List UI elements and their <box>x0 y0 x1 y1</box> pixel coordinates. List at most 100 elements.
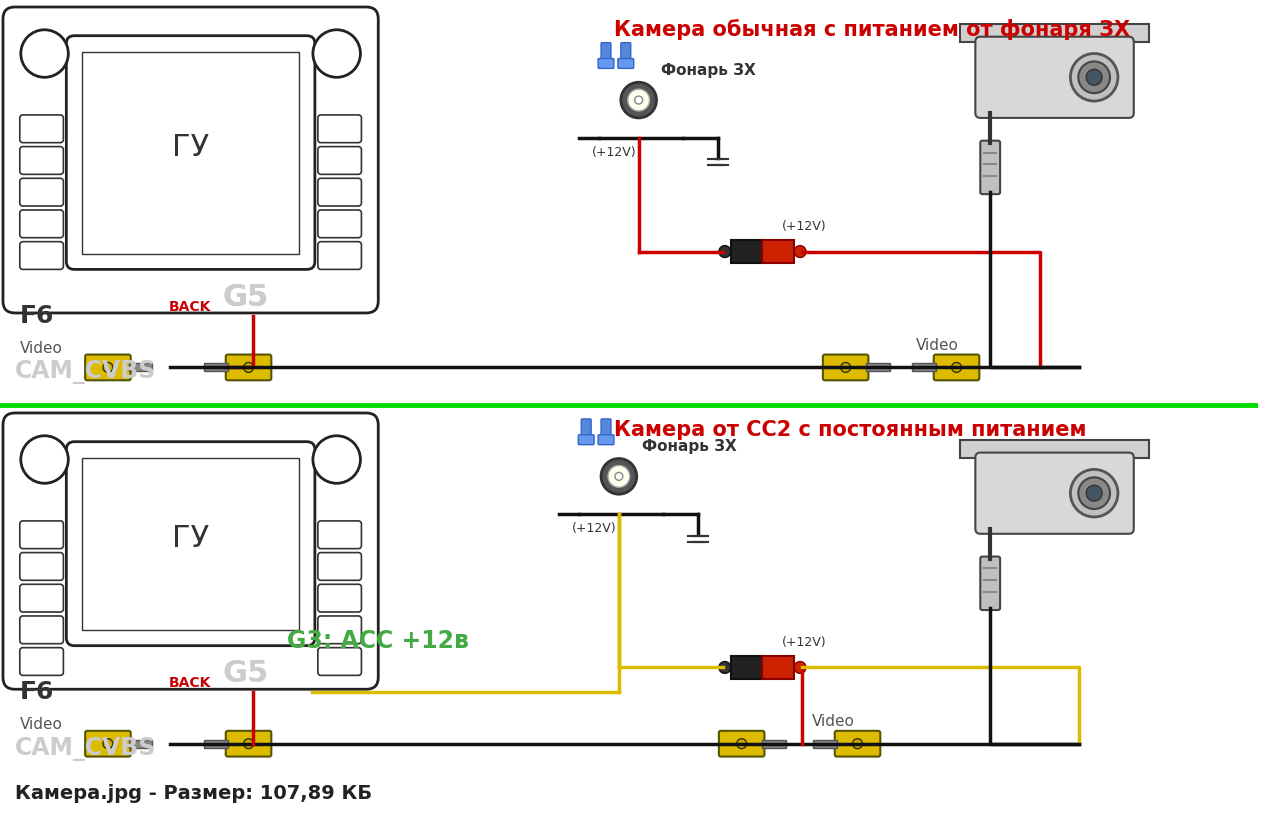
FancyBboxPatch shape <box>20 210 64 238</box>
Text: Камера обычная с питанием от фонаря ЗХ: Камера обычная с питанием от фонаря ЗХ <box>613 19 1130 40</box>
Circle shape <box>1086 485 1102 501</box>
FancyBboxPatch shape <box>83 52 298 254</box>
Circle shape <box>719 245 730 258</box>
FancyBboxPatch shape <box>318 521 362 548</box>
Text: G5: G5 <box>222 659 269 688</box>
Circle shape <box>951 363 961 373</box>
FancyBboxPatch shape <box>730 656 762 679</box>
FancyBboxPatch shape <box>318 553 362 580</box>
FancyBboxPatch shape <box>3 413 378 690</box>
FancyBboxPatch shape <box>834 731 880 757</box>
FancyBboxPatch shape <box>618 58 634 68</box>
FancyBboxPatch shape <box>719 731 765 757</box>
Circle shape <box>244 363 254 373</box>
FancyBboxPatch shape <box>601 419 611 441</box>
FancyBboxPatch shape <box>318 147 362 174</box>
FancyBboxPatch shape <box>20 521 64 548</box>
Circle shape <box>719 662 730 673</box>
FancyBboxPatch shape <box>582 419 591 441</box>
FancyBboxPatch shape <box>318 241 362 269</box>
FancyBboxPatch shape <box>975 452 1134 534</box>
FancyBboxPatch shape <box>933 355 979 380</box>
Circle shape <box>841 363 851 373</box>
FancyBboxPatch shape <box>912 364 936 371</box>
Text: G5: G5 <box>222 283 269 312</box>
Text: ГУ: ГУ <box>171 133 210 162</box>
Text: CAM_CVBS: CAM_CVBS <box>15 360 156 384</box>
FancyBboxPatch shape <box>66 35 315 269</box>
Circle shape <box>737 739 747 749</box>
Circle shape <box>1078 477 1110 509</box>
Text: (+12V): (+12V) <box>782 635 827 649</box>
FancyBboxPatch shape <box>980 140 999 194</box>
Text: CAM_CVBS: CAM_CVBS <box>15 736 156 760</box>
Text: (+12V): (+12V) <box>592 145 636 158</box>
Circle shape <box>1078 62 1110 93</box>
Circle shape <box>627 89 649 111</box>
FancyBboxPatch shape <box>83 457 298 630</box>
Text: BACK: BACK <box>169 300 211 314</box>
FancyBboxPatch shape <box>20 585 64 612</box>
Bar <box>0 415 1257 772</box>
Circle shape <box>615 472 622 480</box>
FancyBboxPatch shape <box>226 355 272 380</box>
Text: Video: Video <box>812 714 855 729</box>
FancyBboxPatch shape <box>226 731 272 757</box>
FancyBboxPatch shape <box>598 58 613 68</box>
Text: Фонарь ЗХ: Фонарь ЗХ <box>641 439 737 454</box>
Text: G3: АСС +12в: G3: АСС +12в <box>287 629 469 653</box>
FancyBboxPatch shape <box>621 43 631 64</box>
FancyBboxPatch shape <box>975 37 1134 118</box>
FancyBboxPatch shape <box>318 210 362 238</box>
FancyBboxPatch shape <box>960 440 1148 457</box>
FancyBboxPatch shape <box>85 355 131 380</box>
Text: (+12V): (+12V) <box>573 522 617 534</box>
FancyBboxPatch shape <box>980 557 999 610</box>
Circle shape <box>852 739 862 749</box>
Text: ГУ: ГУ <box>171 525 210 553</box>
FancyBboxPatch shape <box>601 43 611 64</box>
FancyBboxPatch shape <box>318 115 362 143</box>
Text: F6: F6 <box>20 680 55 704</box>
FancyBboxPatch shape <box>20 553 64 580</box>
FancyBboxPatch shape <box>730 240 762 264</box>
FancyBboxPatch shape <box>318 178 362 206</box>
Text: (+12V): (+12V) <box>782 220 827 233</box>
Circle shape <box>1071 470 1118 517</box>
Circle shape <box>601 458 636 494</box>
FancyBboxPatch shape <box>20 115 64 143</box>
FancyBboxPatch shape <box>204 364 227 371</box>
Circle shape <box>621 82 657 118</box>
FancyBboxPatch shape <box>578 435 594 445</box>
Circle shape <box>20 30 69 77</box>
FancyBboxPatch shape <box>960 24 1148 42</box>
Text: Video: Video <box>916 337 959 352</box>
Circle shape <box>1071 53 1118 101</box>
FancyBboxPatch shape <box>762 740 786 748</box>
FancyBboxPatch shape <box>762 240 794 264</box>
Bar <box>0 4 1257 405</box>
Circle shape <box>608 466 630 487</box>
Text: Video: Video <box>20 717 62 732</box>
FancyBboxPatch shape <box>66 442 315 645</box>
Circle shape <box>794 662 806 673</box>
FancyBboxPatch shape <box>20 178 64 206</box>
FancyBboxPatch shape <box>20 616 64 644</box>
Text: Камера от СС2 с постоянным питанием: Камера от СС2 с постоянным питанием <box>613 420 1086 440</box>
Circle shape <box>103 739 113 749</box>
Circle shape <box>103 363 113 373</box>
Text: Камера.jpg - Размер: 107,89 КБ: Камера.jpg - Размер: 107,89 КБ <box>15 784 372 803</box>
Circle shape <box>635 96 643 104</box>
FancyBboxPatch shape <box>598 435 613 445</box>
Circle shape <box>312 30 361 77</box>
Text: BACK: BACK <box>169 677 211 690</box>
FancyBboxPatch shape <box>318 648 362 676</box>
Text: G5: G5 <box>222 283 269 312</box>
Circle shape <box>312 436 361 484</box>
FancyBboxPatch shape <box>20 241 64 269</box>
Circle shape <box>794 245 806 258</box>
FancyBboxPatch shape <box>866 364 890 371</box>
Text: Фонарь ЗХ: Фонарь ЗХ <box>662 63 756 78</box>
FancyBboxPatch shape <box>823 355 869 380</box>
Text: Video: Video <box>20 341 62 355</box>
